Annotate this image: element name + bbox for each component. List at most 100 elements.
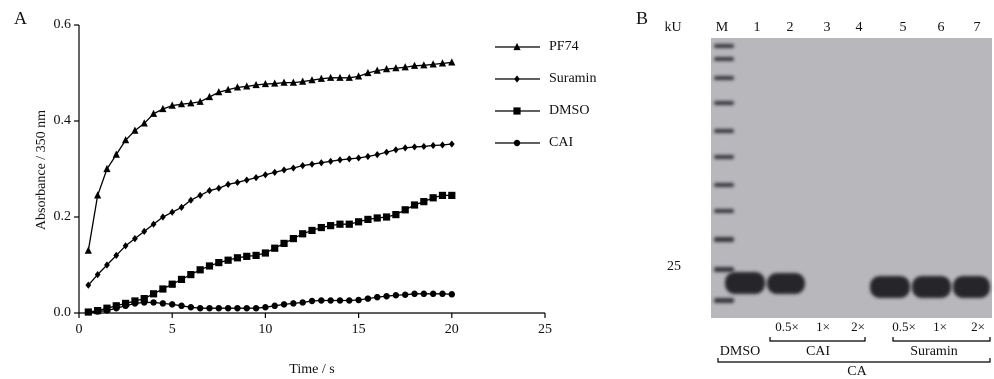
marker [225, 305, 231, 311]
marker [365, 153, 371, 160]
x-axis-label: Time / s [289, 362, 334, 377]
marker [449, 140, 455, 147]
marker [439, 291, 445, 297]
marker [327, 222, 334, 229]
marker [439, 192, 446, 199]
marker [420, 198, 427, 205]
marker [234, 254, 241, 261]
marker [411, 291, 417, 297]
group-label: DMSO [720, 344, 760, 359]
marker [300, 162, 306, 169]
marker [346, 155, 352, 162]
marker [448, 58, 455, 65]
marker [412, 143, 418, 150]
marker [448, 192, 455, 199]
marker [346, 221, 353, 228]
marker [141, 228, 147, 235]
marker [188, 304, 194, 310]
marker [393, 146, 399, 153]
concentration-label: 0.5× [775, 319, 799, 334]
marker [411, 201, 418, 208]
lane-label: 7 [974, 20, 981, 35]
marker [132, 300, 138, 306]
marker [309, 161, 315, 168]
marker [197, 266, 204, 273]
panel-label: A [14, 8, 27, 28]
group-label: CAI [806, 344, 830, 359]
marker [244, 305, 250, 311]
concentration-label: 1× [933, 319, 947, 334]
lane-label: 6 [938, 20, 945, 35]
marker [280, 240, 287, 247]
marker [207, 187, 213, 194]
marker [122, 303, 128, 309]
marker [355, 297, 361, 303]
marker [216, 305, 222, 311]
marker [337, 156, 343, 163]
marker [263, 171, 269, 178]
x-tick-label: 25 [538, 322, 552, 337]
marker-label: 25 [667, 259, 681, 274]
legend-label: PF74 [549, 39, 579, 54]
series-line [88, 62, 451, 250]
marker [178, 303, 184, 309]
gel-panel: B kU 25 DMSO CAI Suramin CA M12345670.5×… [636, 8, 992, 379]
marker [206, 305, 212, 311]
marker [253, 305, 259, 311]
figure: A Time / s Absorbance / 350 nm B kU 25 D… [0, 0, 994, 379]
x-tick-label: 20 [445, 322, 459, 337]
legend-label: Suramin [549, 71, 596, 86]
marker [150, 299, 156, 305]
marker [299, 230, 306, 237]
marker [365, 295, 371, 301]
marker [299, 299, 305, 305]
marker [206, 93, 213, 100]
marker [188, 197, 194, 204]
marker [355, 218, 362, 225]
marker [150, 290, 157, 297]
marker [141, 299, 147, 305]
lane-label: 1 [754, 20, 761, 35]
marker [253, 174, 259, 181]
marker [383, 213, 390, 220]
unit-label: kU [664, 20, 681, 35]
y-axis-label: Absorbance / 350 nm [34, 110, 49, 230]
marker [430, 291, 436, 297]
marker [290, 300, 296, 306]
y-tick-label: 0.4 [54, 113, 72, 128]
y-tick-label: 0.0 [54, 305, 72, 320]
concentration-label: 2× [851, 319, 865, 334]
marker [225, 257, 232, 264]
marker [160, 300, 166, 306]
marker [374, 214, 381, 221]
legend-marker [513, 107, 520, 114]
marker [374, 294, 380, 300]
x-tick-label: 15 [352, 322, 366, 337]
marker [85, 247, 92, 254]
marker [430, 194, 437, 201]
marker [206, 262, 213, 269]
x-tick-label: 0 [76, 322, 83, 337]
marker [94, 308, 100, 314]
marker [271, 303, 277, 309]
concentration-label: 1× [816, 319, 830, 334]
marker [169, 301, 175, 307]
marker [216, 185, 222, 192]
marker [393, 292, 399, 298]
marker [113, 305, 119, 311]
marker [449, 291, 455, 297]
lane-label: 5 [900, 20, 907, 35]
marker [318, 224, 325, 231]
marker [356, 154, 362, 161]
marker [290, 235, 297, 242]
lane-label: 4 [856, 20, 863, 35]
marker [281, 301, 287, 307]
legend-label: CAI [549, 135, 573, 150]
marker [159, 285, 166, 292]
marker [197, 192, 203, 199]
marker [104, 307, 110, 313]
marker [85, 309, 91, 315]
protein-label: CA [847, 364, 867, 379]
lane-label: 3 [824, 20, 831, 35]
marker [402, 292, 408, 298]
